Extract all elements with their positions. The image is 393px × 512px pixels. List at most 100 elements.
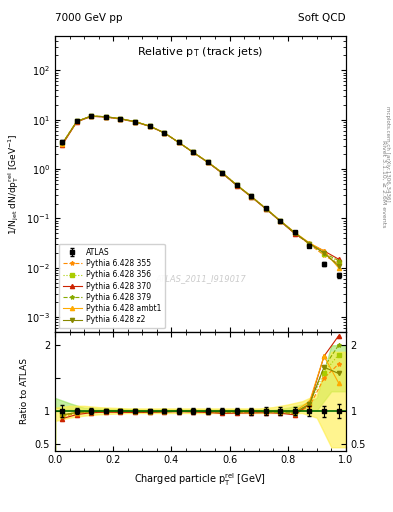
Pythia 6.428 ambt1 — [263, 205, 268, 211]
Line: Pythia 6.428 370: Pythia 6.428 370 — [60, 114, 341, 261]
Pythia 6.428 z2 — [249, 194, 254, 200]
Pythia 6.428 379 — [249, 194, 254, 200]
Pythia 6.428 379 — [176, 139, 181, 145]
Pythia 6.428 370 — [206, 159, 210, 165]
Pythia 6.428 356 — [278, 218, 283, 224]
Pythia 6.428 ambt1 — [336, 265, 341, 271]
Pythia 6.428 379 — [220, 170, 225, 176]
Pythia 6.428 ambt1 — [89, 113, 94, 119]
Pythia 6.428 z2 — [220, 170, 225, 176]
Pythia 6.428 370 — [60, 142, 64, 148]
Legend: ATLAS, Pythia 6.428 355, Pythia 6.428 356, Pythia 6.428 370, Pythia 6.428 379, P: ATLAS, Pythia 6.428 355, Pythia 6.428 35… — [59, 244, 165, 328]
Pythia 6.428 356 — [336, 259, 341, 265]
Y-axis label: 1/N$_{\rm jet}$ dN/dp$_{\rm T}^{\rm rel}$ [GeV$^{-1}$]: 1/N$_{\rm jet}$ dN/dp$_{\rm T}^{\rm rel}… — [6, 133, 20, 235]
Pythia 6.428 370 — [220, 170, 225, 177]
Pythia 6.428 ambt1 — [162, 130, 167, 136]
Pythia 6.428 ambt1 — [75, 118, 79, 124]
Pythia 6.428 z2 — [162, 130, 167, 136]
Pythia 6.428 370 — [249, 194, 254, 200]
Pythia 6.428 355 — [147, 123, 152, 129]
Text: 7000 GeV pp: 7000 GeV pp — [55, 13, 123, 23]
Pythia 6.428 ambt1 — [206, 159, 210, 165]
Y-axis label: Ratio to ATLAS: Ratio to ATLAS — [20, 358, 29, 424]
Pythia 6.428 379 — [292, 230, 297, 237]
Line: Pythia 6.428 356: Pythia 6.428 356 — [60, 114, 341, 264]
Pythia 6.428 355 — [307, 241, 312, 247]
Pythia 6.428 355 — [322, 252, 327, 258]
Pythia 6.428 356 — [206, 159, 210, 165]
Pythia 6.428 356 — [263, 205, 268, 211]
Pythia 6.428 355 — [89, 113, 94, 119]
Pythia 6.428 356 — [133, 119, 138, 125]
Pythia 6.428 ambt1 — [118, 116, 123, 122]
Pythia 6.428 z2 — [191, 149, 196, 155]
Pythia 6.428 356 — [249, 194, 254, 200]
Pythia 6.428 z2 — [307, 241, 312, 247]
Pythia 6.428 z2 — [133, 119, 138, 125]
Pythia 6.428 379 — [147, 123, 152, 129]
Pythia 6.428 355 — [336, 261, 341, 267]
Line: Pythia 6.428 ambt1: Pythia 6.428 ambt1 — [60, 114, 341, 270]
Pythia 6.428 356 — [60, 140, 64, 146]
Pythia 6.428 ambt1 — [176, 139, 181, 145]
Pythia 6.428 ambt1 — [234, 182, 239, 188]
Pythia 6.428 379 — [278, 218, 283, 224]
Pythia 6.428 z2 — [147, 123, 152, 129]
Pythia 6.428 ambt1 — [292, 229, 297, 236]
Pythia 6.428 379 — [234, 182, 239, 188]
Pythia 6.428 355 — [75, 118, 79, 124]
Pythia 6.428 z2 — [263, 205, 268, 211]
Pythia 6.428 z2 — [292, 230, 297, 236]
Pythia 6.428 356 — [292, 230, 297, 236]
Pythia 6.428 355 — [292, 230, 297, 237]
Pythia 6.428 356 — [234, 182, 239, 188]
Pythia 6.428 355 — [176, 139, 181, 145]
Pythia 6.428 356 — [89, 113, 94, 119]
Pythia 6.428 ambt1 — [104, 114, 108, 120]
Pythia 6.428 355 — [133, 119, 138, 125]
Pythia 6.428 370 — [278, 219, 283, 225]
Pythia 6.428 370 — [234, 182, 239, 188]
Pythia 6.428 379 — [89, 113, 94, 119]
Pythia 6.428 355 — [263, 206, 268, 212]
Text: Soft QCD: Soft QCD — [298, 13, 346, 23]
Pythia 6.428 370 — [104, 114, 108, 120]
Pythia 6.428 z2 — [336, 263, 341, 269]
Pythia 6.428 z2 — [104, 114, 108, 120]
Pythia 6.428 z2 — [206, 159, 210, 165]
Pythia 6.428 379 — [191, 149, 196, 155]
Pythia 6.428 379 — [206, 159, 210, 165]
Pythia 6.428 356 — [322, 251, 327, 257]
Pythia 6.428 379 — [263, 206, 268, 212]
Pythia 6.428 379 — [322, 250, 327, 256]
Pythia 6.428 z2 — [176, 139, 181, 145]
Pythia 6.428 355 — [206, 159, 210, 165]
Pythia 6.428 356 — [104, 114, 108, 120]
Text: Rivet 3.1.10, ≥ 2.6M events: Rivet 3.1.10, ≥ 2.6M events — [381, 140, 386, 228]
Pythia 6.428 379 — [336, 258, 341, 264]
Pythia 6.428 356 — [307, 241, 312, 247]
Pythia 6.428 356 — [75, 118, 79, 124]
Pythia 6.428 ambt1 — [133, 118, 138, 124]
Pythia 6.428 370 — [191, 150, 196, 156]
Pythia 6.428 370 — [89, 113, 94, 119]
Pythia 6.428 379 — [118, 116, 123, 122]
Pythia 6.428 ambt1 — [249, 194, 254, 200]
Pythia 6.428 z2 — [60, 140, 64, 146]
Pythia 6.428 370 — [263, 206, 268, 212]
Pythia 6.428 355 — [249, 194, 254, 200]
Pythia 6.428 z2 — [278, 218, 283, 224]
Pythia 6.428 356 — [147, 123, 152, 129]
Text: Relative p$_{\rm T}$ (track jets): Relative p$_{\rm T}$ (track jets) — [137, 45, 264, 59]
Pythia 6.428 370 — [147, 123, 152, 130]
Line: Pythia 6.428 379: Pythia 6.428 379 — [60, 114, 341, 263]
Pythia 6.428 370 — [336, 256, 341, 262]
Pythia 6.428 370 — [322, 248, 327, 254]
Pythia 6.428 355 — [118, 116, 123, 122]
Pythia 6.428 355 — [191, 150, 196, 156]
Pythia 6.428 356 — [118, 116, 123, 122]
Pythia 6.428 355 — [234, 182, 239, 188]
X-axis label: Charged particle p$_{\rm T}^{\rm rel}$ [GeV]: Charged particle p$_{\rm T}^{\rm rel}$ [… — [134, 471, 266, 488]
Pythia 6.428 379 — [307, 241, 312, 247]
Text: mcplots.cern.ch [arXiv:1306.3436]: mcplots.cern.ch [arXiv:1306.3436] — [385, 106, 389, 201]
